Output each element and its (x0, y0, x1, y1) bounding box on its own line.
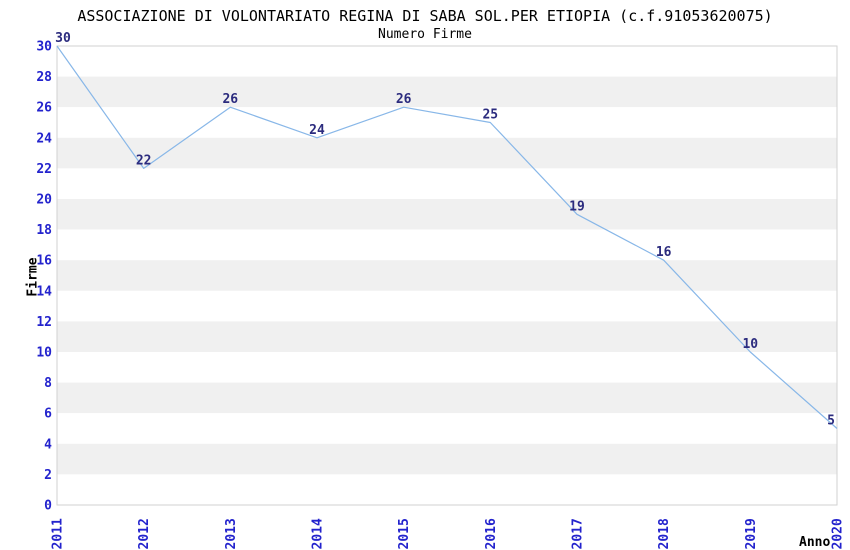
plot-band (57, 229, 837, 261)
plot-border (56, 45, 838, 506)
plot-band (57, 290, 837, 322)
data-point-label: 10 (742, 337, 758, 352)
x-tick-label: 2017 (571, 518, 586, 549)
plot-band (57, 46, 837, 77)
data-point-label: 24 (309, 123, 325, 138)
x-tick-label: 2020 (831, 518, 846, 549)
x-tick-label: 2011 (51, 518, 66, 549)
plot-band (57, 321, 837, 352)
x-tick-label: 2018 (657, 518, 672, 549)
x-tick-label: 2019 (744, 518, 759, 549)
y-tick-label: 4 (44, 437, 52, 452)
y-tick-label: 18 (36, 223, 52, 238)
chart-subtitle: Numero Firme (378, 27, 472, 42)
data-point-label: 5 (827, 414, 835, 429)
y-tick-label: 0 (44, 499, 52, 514)
plot-band (57, 168, 837, 199)
plot-band (57, 382, 837, 414)
x-tick-label: 2013 (224, 518, 239, 549)
plot-band (57, 474, 837, 505)
x-tick-label: 2016 (484, 518, 499, 549)
plot-band (57, 443, 837, 475)
plot-band (57, 260, 837, 291)
x-tick-label: 2014 (311, 518, 326, 549)
data-point-label: 26 (222, 92, 238, 107)
y-tick-label: 16 (36, 254, 52, 269)
plot-bands (57, 46, 837, 505)
data-point-label: 25 (482, 108, 498, 123)
data-point-labels: 30 22 26 24 26 25 19 16 10 5 (55, 31, 835, 429)
x-axis-title: Anno (799, 535, 831, 550)
y-tick-label: 6 (44, 407, 52, 422)
x-tick-label: 2012 (137, 518, 152, 549)
data-point-label: 16 (656, 245, 672, 260)
y-tick-label: 14 (36, 284, 52, 299)
series-line (56, 45, 838, 429)
y-tick-label: 20 (36, 193, 52, 208)
plot-band (57, 352, 837, 383)
plot-band (57, 199, 837, 230)
y-tick-label: 24 (36, 131, 52, 146)
x-tick-label: 2015 (397, 518, 412, 549)
y-tick-label: 12 (36, 315, 52, 330)
plot-band (57, 413, 837, 444)
data-point-label: 26 (396, 92, 412, 107)
plot-band (57, 137, 837, 169)
data-point-label: 19 (569, 199, 585, 214)
y-tick-label: 10 (36, 346, 52, 361)
data-point-label: 30 (55, 31, 71, 46)
chart-title: ASSOCIAZIONE DI VOLONTARIATO REGINA DI S… (77, 7, 773, 25)
x-axis-tick-labels: 2011 2012 2013 2014 2015 2016 2017 2018 2019 2020 (51, 518, 846, 549)
y-tick-label: 22 (36, 162, 52, 177)
y-tick-label: 2 (44, 468, 52, 483)
plot-band (57, 107, 837, 138)
y-tick-label: 30 (36, 40, 52, 55)
y-tick-label: 28 (36, 70, 52, 85)
data-point-label: 22 (136, 153, 152, 168)
y-tick-label: 26 (36, 101, 52, 116)
plot-band (57, 76, 837, 108)
y-tick-label: 8 (44, 376, 52, 391)
